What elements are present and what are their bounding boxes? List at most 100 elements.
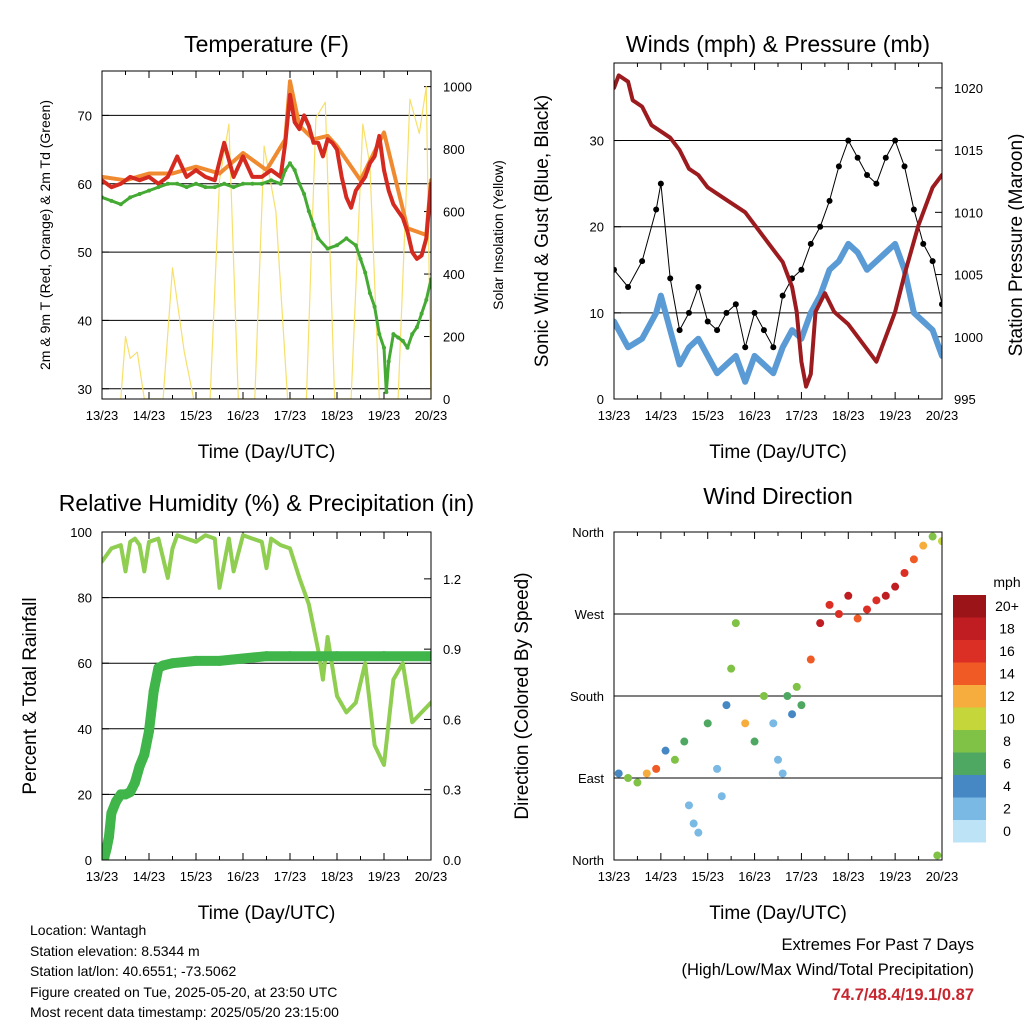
colorbar-swatch (953, 662, 986, 685)
x-tick-label: 13/23 (86, 869, 119, 884)
direction-point (863, 605, 872, 614)
location-text: Location: Wantagh (30, 922, 147, 938)
y-tick-label: 100 (70, 525, 92, 540)
direction-point (881, 591, 890, 600)
rainfall-point (332, 651, 342, 662)
y2-tick-label: 995 (954, 392, 976, 407)
x-axis-label: Time (Day/UTC) (198, 442, 336, 463)
dewpoint-point (212, 185, 217, 190)
dewpoint-point (358, 256, 363, 261)
colorbar-swatch (953, 820, 986, 843)
colorbar-label: 20+ (995, 598, 1019, 614)
direction-point (891, 582, 900, 591)
colorbar-label: 0 (1003, 823, 1011, 839)
panel-title: Winds (mph) & Pressure (mb) (626, 31, 930, 57)
colorbar-swatch (953, 595, 986, 618)
y-axis-label: Direction (Colored By Speed) (512, 572, 533, 819)
y2-tick-label: 0.3 (443, 783, 461, 798)
x-tick-label: 16/23 (738, 408, 771, 423)
rainfall-point (191, 655, 201, 666)
dewpoint-point (391, 332, 396, 337)
dewpoint-point (184, 185, 189, 190)
panel-title: Temperature (F) (184, 31, 349, 57)
direction-point (727, 664, 736, 673)
y2-tick-label: 200 (443, 330, 465, 345)
x-tick-label: 14/23 (133, 408, 166, 423)
y2-tick-label: 400 (443, 267, 465, 282)
x-tick-label: 16/23 (227, 408, 260, 423)
direction-point (731, 619, 740, 628)
y-tick-label: 60 (78, 656, 92, 671)
direction-point (759, 692, 768, 700)
direction-point (680, 737, 689, 746)
x-tick-label: 16/23 (227, 869, 260, 884)
y2-tick-label: 600 (443, 205, 465, 220)
direction-point (661, 746, 670, 755)
x-axis-label: Time (Day/UTC) (198, 903, 336, 924)
y-tick-label: 30 (78, 382, 92, 397)
colorbar-label: 6 (1003, 756, 1011, 772)
dewpoint-point (203, 185, 208, 190)
y-tick-label: 40 (78, 722, 92, 737)
direction-point (624, 774, 633, 782)
y-tick-label: North (572, 525, 604, 540)
gust-line (614, 140, 942, 348)
direction-point (684, 801, 693, 810)
direction-point (722, 701, 731, 710)
dewpoint-point (128, 195, 133, 200)
colorbar-swatch (953, 730, 986, 753)
y-tick-label: 30 (590, 134, 604, 149)
dewpoint-line (102, 161, 431, 394)
created-text: Figure created on Tue, 2025-05-20, at 23… (30, 983, 338, 1000)
dewpoint-point (288, 161, 292, 166)
x-tick-label: 20/23 (415, 408, 448, 423)
dewpoint-point (259, 181, 264, 186)
x-tick-label: 17/23 (785, 408, 818, 423)
dewpoint-point (400, 338, 405, 343)
dewpoint-point (306, 209, 311, 214)
dewpoint-point (278, 181, 283, 186)
rainfall-point (125, 787, 136, 798)
dewpoint-point (194, 181, 198, 186)
direction-point (713, 764, 722, 773)
direction-point (844, 591, 853, 600)
colorbar-swatch (953, 685, 986, 708)
y-tick-label: 70 (78, 108, 92, 123)
dewpoint-point (396, 335, 401, 340)
rainfall-point (261, 651, 272, 662)
x-tick-label: 15/23 (691, 408, 724, 423)
direction-point (694, 828, 703, 837)
y2-tick-label: 1015 (954, 143, 983, 158)
y-tick-label: West (575, 607, 605, 622)
x-tick-label: 20/23 (926, 869, 959, 884)
dewpoint-point (363, 270, 368, 275)
colorbar-label: 12 (999, 688, 1015, 704)
x-axis-label: Time (Day/UTC) (709, 903, 847, 924)
dewpoint-point (302, 192, 307, 196)
rainfall-point (134, 761, 145, 772)
dewpoint-point (283, 168, 288, 173)
dewpoint-point (147, 188, 151, 193)
x-tick-label: 13/23 (598, 408, 631, 423)
y2-tick-label: 1000 (954, 330, 983, 345)
x-tick-label: 17/23 (274, 408, 307, 423)
dewpoint-point (231, 185, 236, 190)
rainfall-point (111, 796, 122, 807)
rainfall-point (285, 651, 295, 662)
dewpoint-point (353, 243, 358, 248)
x-tick-label: 18/23 (832, 408, 865, 423)
dewpoint-point (118, 202, 123, 207)
direction-point (670, 755, 679, 764)
y-axis-label: Percent & Total Rainfall (20, 597, 41, 794)
y-tick-label: 10 (590, 306, 604, 321)
colorbar-swatch (953, 775, 986, 798)
dewpoint-point (367, 291, 372, 296)
latest-timestamp-text: Most recent data timestamp: 2025/05/20 2… (30, 1004, 339, 1020)
dewpoint-point (384, 390, 389, 395)
y-tick-label: South (570, 689, 604, 704)
dewpoint-point (372, 304, 377, 309)
direction-point (769, 719, 778, 728)
dewpoint-point (419, 311, 424, 316)
rainfall-point (379, 651, 389, 662)
rainfall-point (106, 808, 117, 819)
